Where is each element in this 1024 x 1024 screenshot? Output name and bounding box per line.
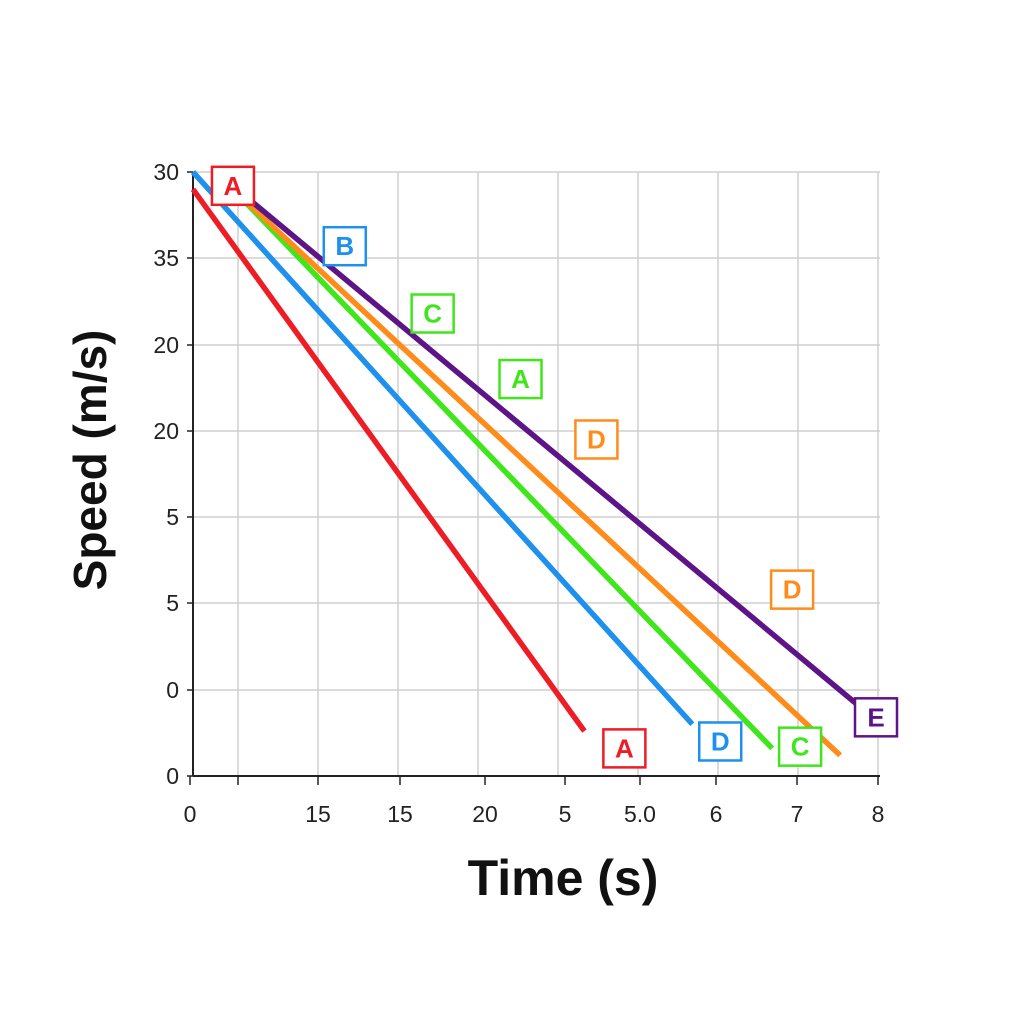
series-tag-label: C xyxy=(791,732,810,762)
series-tag-box xyxy=(697,721,743,762)
y-tick-label: 20 xyxy=(153,332,179,358)
axes xyxy=(192,172,880,777)
series-tag-box xyxy=(410,293,455,334)
series-tag-box xyxy=(602,728,647,769)
series-tag-label: C xyxy=(423,299,442,329)
series-line-D xyxy=(231,187,842,758)
x-tick-label: 20 xyxy=(472,801,498,827)
series-line-B xyxy=(190,170,695,727)
y-tick-label: 5 xyxy=(166,504,179,530)
series-tag-box xyxy=(574,419,619,460)
x-tick-label: 5 xyxy=(559,801,572,827)
y-tick-label: 5 xyxy=(166,590,179,616)
y-tick-labels: 30 35 20 20 5 5 0 0 xyxy=(153,159,193,789)
series-tag: B xyxy=(322,225,368,267)
series-line-A xyxy=(190,187,587,733)
x-tick-label: 15 xyxy=(305,801,331,827)
series-line-E xyxy=(231,183,858,706)
series-tag: D xyxy=(574,419,619,460)
series-tag: D xyxy=(769,569,815,610)
series-tag-label: B xyxy=(335,231,354,261)
x-tick-label: 8 xyxy=(872,801,885,827)
y-tick-label: 0 xyxy=(166,677,179,703)
x-tick-label: 0 xyxy=(184,801,197,827)
x-axis-title: Time (s) xyxy=(468,850,659,906)
y-tick-label: 0 xyxy=(166,763,179,789)
series-tag: C xyxy=(777,726,823,767)
x-tick-label: 5.0 xyxy=(624,801,656,827)
series-tag-label: E xyxy=(867,702,884,732)
x-tick-label: 7 xyxy=(791,801,804,827)
series-tag: A xyxy=(498,358,543,400)
y-tick-label: 35 xyxy=(153,245,179,271)
series-tag-label: A xyxy=(224,171,243,201)
y-tick-label: 20 xyxy=(153,418,179,444)
series-tag: A xyxy=(210,165,256,207)
series-tag: D xyxy=(697,721,743,762)
series-line-C xyxy=(230,187,775,751)
x-tick-label: 6 xyxy=(710,801,723,827)
series-tag-label: D xyxy=(587,424,606,454)
series-tag-label: D xyxy=(783,575,802,605)
series-tag: A xyxy=(602,728,647,769)
y-tick-label: 30 xyxy=(153,159,179,185)
series-tag-box xyxy=(498,358,543,400)
series-annotations: A B C A D D A D C E xyxy=(210,165,899,769)
series-tag-box xyxy=(777,726,823,767)
series-tag-label: A xyxy=(615,733,634,763)
series-tag-box xyxy=(322,225,368,267)
series-tag-box xyxy=(769,569,815,610)
x-tick-label: 15 xyxy=(387,801,413,827)
series-tag-box xyxy=(853,697,899,738)
series-tag-box xyxy=(210,165,256,207)
x-tick-labels: 0 15 15 20 5 5.0 6 7 8 xyxy=(184,776,885,827)
series-tag: C xyxy=(410,293,455,334)
y-axis-title: Speed (m/s) xyxy=(64,330,116,591)
series-tag-label: D xyxy=(711,726,730,756)
series-tag-label: A xyxy=(511,364,530,394)
series-lines xyxy=(190,170,858,758)
series-tag: E xyxy=(853,697,899,738)
